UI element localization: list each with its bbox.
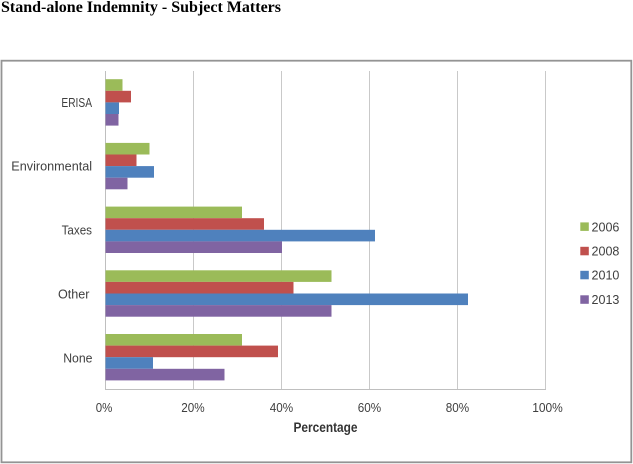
svg-text:80%: 80% (446, 400, 470, 415)
svg-text:2013: 2013 (592, 292, 620, 307)
svg-text:None: None (63, 351, 92, 366)
svg-text:Environmental: Environmental (11, 158, 92, 173)
svg-text:Percentage: Percentage (294, 420, 358, 435)
svg-text:2008: 2008 (592, 244, 620, 259)
svg-text:ERISA: ERISA (61, 95, 92, 110)
svg-text:40%: 40% (270, 400, 294, 415)
svg-text:2006: 2006 (592, 219, 620, 234)
svg-text:20%: 20% (181, 400, 205, 415)
svg-text:0%: 0% (96, 400, 113, 415)
svg-text:2010: 2010 (592, 268, 620, 283)
svg-text:60%: 60% (358, 400, 382, 415)
svg-text:100%: 100% (532, 400, 563, 415)
svg-text:Taxes: Taxes (62, 222, 93, 237)
svg-text:Other: Other (58, 287, 90, 302)
